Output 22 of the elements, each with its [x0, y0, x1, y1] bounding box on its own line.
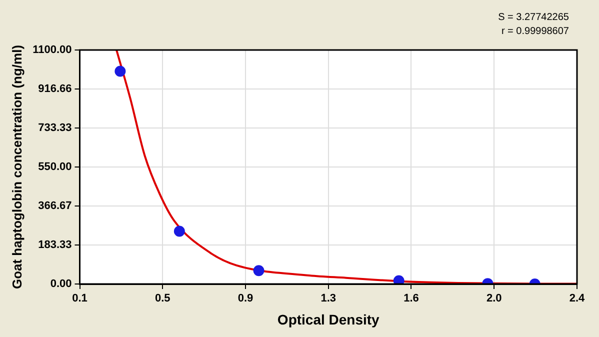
- y-tick-label: 733.33: [38, 122, 72, 134]
- x-tick-label: 1.3: [320, 292, 336, 305]
- text: S = 3.27742265: [498, 12, 570, 23]
- x-axis-title: Optical Density: [277, 311, 380, 328]
- y-tick-label: 183.33: [38, 239, 72, 252]
- y-tick-label: 366.67: [38, 200, 72, 212]
- point: [393, 275, 404, 284]
- y-tick-label: 550.00: [38, 161, 72, 174]
- y-tick-label: 0.00: [50, 278, 72, 290]
- x-tick-label: 2.0: [486, 292, 502, 305]
- x-tick-label: 0.5: [154, 292, 170, 305]
- point: [114, 66, 126, 77]
- text: r = 0.99998607: [501, 26, 570, 37]
- x-tick-label: 0.1: [72, 292, 88, 305]
- x-tick-label: 0.9: [238, 292, 254, 305]
- x-tick-label: 2.4: [569, 292, 586, 305]
- y-tick-label: 1100.00: [32, 44, 72, 56]
- point: [174, 226, 185, 237]
- y-axis-title: Goat haptoglobin concentration (ng/ml): [9, 44, 24, 290]
- y-tick-label: 916.66: [38, 83, 72, 96]
- line-series: [116, 50, 577, 284]
- x-tick-label: 1.6: [404, 292, 419, 305]
